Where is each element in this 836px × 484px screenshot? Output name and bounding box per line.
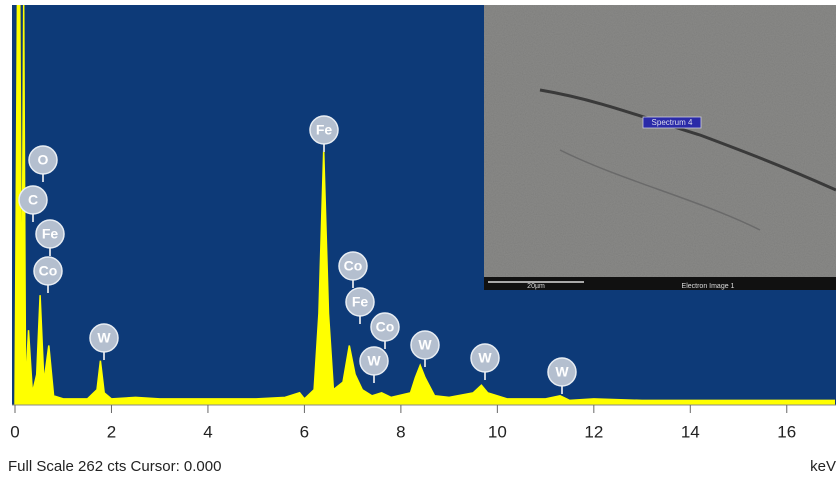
- x-tick-label: 2: [107, 422, 116, 441]
- x-tick-label: 10: [488, 422, 507, 441]
- image-caption: Electron Image 1: [682, 283, 735, 290]
- x-tick-label: 16: [777, 422, 796, 441]
- x-tick-label: 8: [396, 422, 405, 441]
- chart: 20µm Electron Image 1 Spectrum 4 Full Sc…: [0, 0, 836, 479]
- peak-label: W: [367, 353, 381, 369]
- peak-label: C: [28, 192, 38, 208]
- electron-image: 20µm Electron Image 1 Spectrum 4: [484, 5, 836, 290]
- peak-label: W: [97, 330, 111, 346]
- spectrum-marker-label: Spectrum 4: [652, 118, 693, 127]
- footer: Full Scale 262 cts Cursor: 0.000: [8, 458, 221, 475]
- scale-label: 20µm: [527, 283, 545, 290]
- peak-label: Co: [344, 258, 363, 274]
- x-tick-label: 6: [300, 422, 309, 441]
- peak-label: W: [418, 337, 432, 353]
- x-tick-label: 0: [10, 422, 19, 441]
- peak-label: O: [38, 152, 49, 168]
- x-unit: keV: [810, 458, 836, 475]
- peak-label: W: [478, 350, 492, 366]
- peak-label: Fe: [42, 226, 59, 242]
- x-tick-label: 14: [681, 422, 700, 441]
- page: {"chart_data": { "type": "area", "x_unit…: [0, 0, 836, 479]
- peak-label: Fe: [352, 294, 369, 310]
- peak-label: Fe: [316, 122, 333, 138]
- x-tick-label: 4: [203, 422, 212, 441]
- peak-label: W: [555, 364, 569, 380]
- x-tick-label: 12: [584, 422, 603, 441]
- peak-label: Co: [376, 319, 395, 335]
- micrograph: [484, 5, 836, 277]
- peak-label: Co: [39, 263, 58, 279]
